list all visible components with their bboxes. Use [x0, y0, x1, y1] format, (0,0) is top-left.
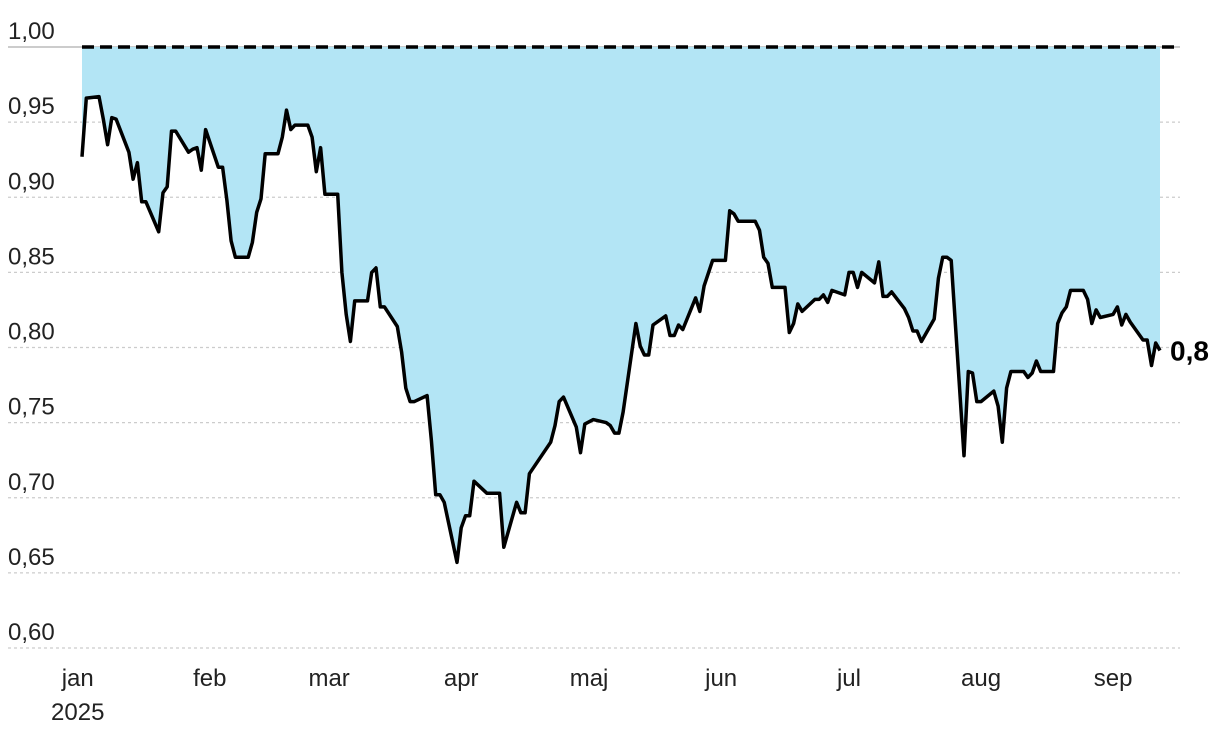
x-tick-label: jul	[836, 665, 861, 692]
end-value-label: 0,8	[1170, 336, 1209, 367]
y-tick-label: 0,85	[8, 243, 55, 270]
x-tick-label: aug	[961, 665, 1001, 692]
y-tick-label: 0,80	[8, 319, 55, 346]
x-tick-label: sep	[1094, 665, 1133, 692]
y-tick-label: 0,70	[8, 469, 55, 496]
y-tick-label: 1,00	[8, 18, 55, 45]
x-axis-tick-labels: jan 2025 feb mar apr maj jun jul aug sep	[51, 665, 1132, 726]
y-tick-label: 0,90	[8, 168, 55, 195]
x-tick-label: apr	[444, 665, 479, 692]
x-tick-label: jun	[704, 665, 737, 692]
y-axis-tick-labels: 0,60 0,65 0,70 0,75 0,80 0,85 0,90 0,95 1,00	[8, 18, 55, 646]
x-tick-label: maj	[570, 665, 609, 692]
x-tick-sublabel: 2025	[51, 699, 104, 726]
x-tick-label: jan	[61, 665, 94, 692]
y-tick-label: 0,95	[8, 93, 55, 120]
area-fill	[82, 47, 1160, 563]
y-tick-label: 0,75	[8, 394, 55, 421]
x-tick-label: mar	[308, 665, 349, 692]
y-tick-label: 0,60	[8, 619, 55, 646]
series-line	[80, 94, 1162, 565]
y-tick-label: 0,65	[8, 544, 55, 571]
x-tick-label: feb	[193, 665, 226, 692]
